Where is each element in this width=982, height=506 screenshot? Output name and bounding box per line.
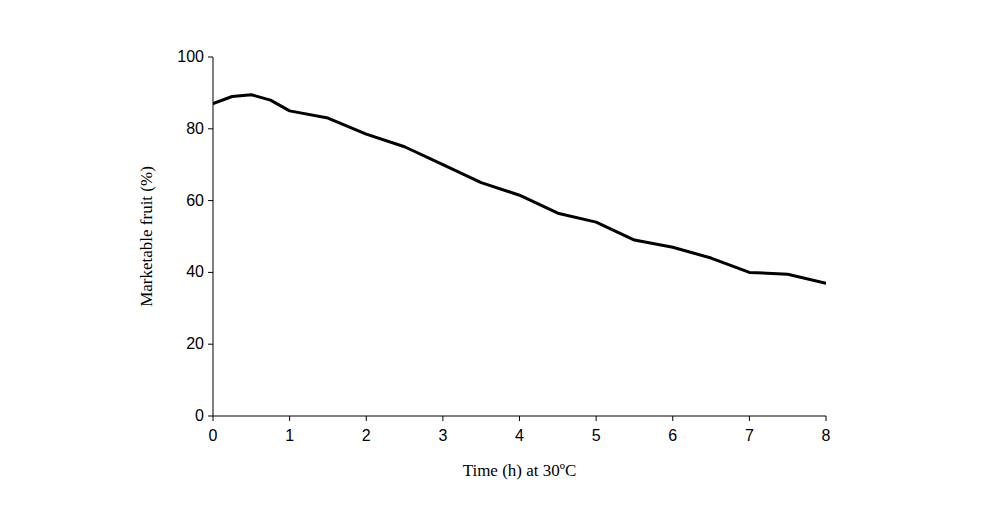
x-tick-label: 3 bbox=[438, 427, 447, 444]
x-tick bbox=[289, 416, 290, 421]
x-tick-label: 5 bbox=[592, 427, 601, 444]
y-tick-label: 60 bbox=[186, 192, 204, 209]
y-tick bbox=[208, 272, 213, 273]
x-tick-label: 4 bbox=[515, 427, 524, 444]
y-tick-label: 100 bbox=[177, 48, 204, 65]
y-tick-label: 20 bbox=[186, 335, 204, 352]
y-tick bbox=[208, 200, 213, 201]
x-tick-label: 1 bbox=[285, 427, 294, 444]
x-tick bbox=[826, 416, 827, 421]
y-tick bbox=[208, 416, 213, 417]
y-tick-label: 0 bbox=[195, 407, 204, 424]
x-tick-label: 8 bbox=[822, 427, 831, 444]
data-line bbox=[213, 95, 826, 283]
y-axis-title: Marketable fruit (%) bbox=[137, 166, 156, 307]
y-tick bbox=[208, 57, 213, 58]
y-tick-label: 80 bbox=[186, 120, 204, 137]
x-tick-label: 6 bbox=[668, 427, 677, 444]
plot-area bbox=[213, 95, 826, 283]
y-tick-label: 40 bbox=[186, 263, 204, 280]
x-tick bbox=[519, 416, 520, 421]
y-tick bbox=[208, 344, 213, 345]
x-axis-title: Time (h) at 30ºC bbox=[463, 461, 577, 480]
x-tick-label: 0 bbox=[209, 427, 218, 444]
x-tick bbox=[442, 416, 443, 421]
y-axis-line bbox=[213, 57, 214, 416]
x-tick bbox=[672, 416, 673, 421]
x-tick bbox=[366, 416, 367, 421]
x-tick bbox=[596, 416, 597, 421]
x-tick bbox=[749, 416, 750, 421]
chart: 0 20 40 60 80 100 0 1 2 3 4 5 6 7 8 Time (h) at 30ºC Mar… bbox=[0, 0, 982, 506]
x-tick-label: 2 bbox=[362, 427, 371, 444]
x-tick-label: 7 bbox=[745, 427, 754, 444]
y-tick bbox=[208, 128, 213, 129]
x-tick bbox=[213, 416, 214, 421]
